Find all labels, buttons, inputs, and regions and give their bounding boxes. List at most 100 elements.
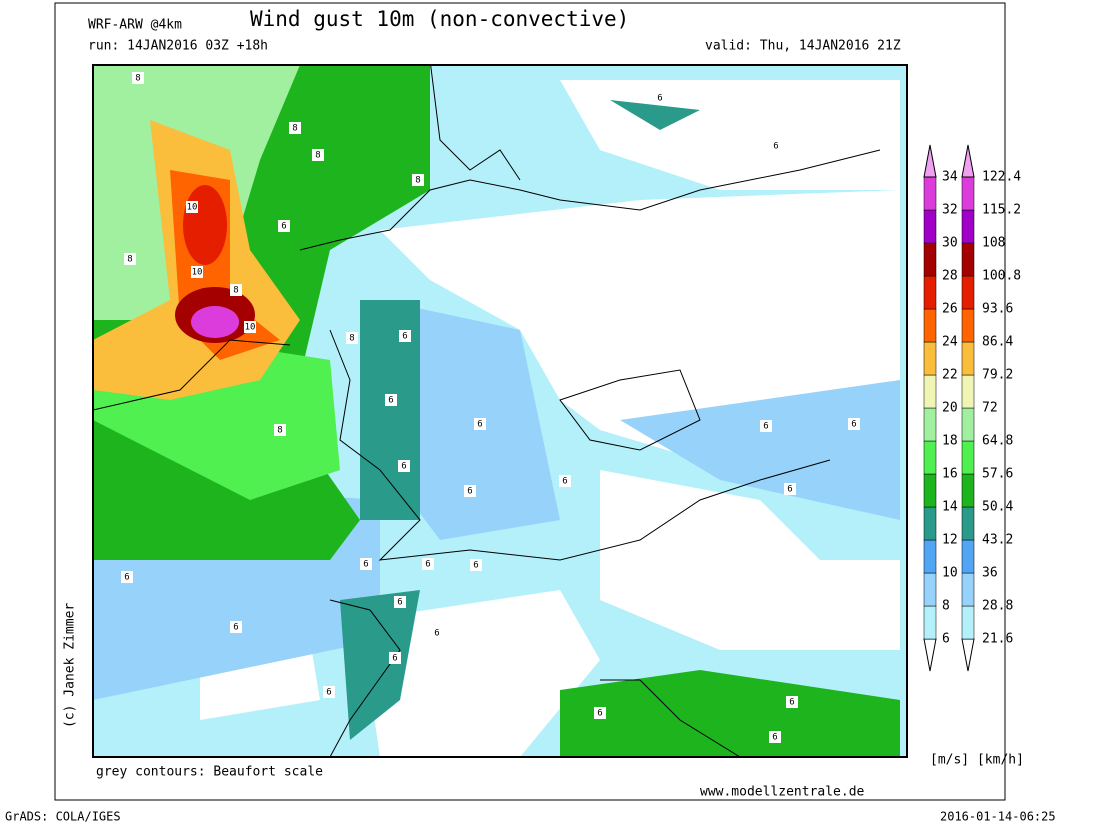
contour-label-box [389, 652, 401, 664]
contour-label-box [346, 332, 358, 344]
contour-label-box [289, 122, 301, 134]
contour-label-box [422, 558, 434, 570]
colorbar-label: 28 [942, 269, 958, 284]
contour-label: 6 [388, 396, 393, 406]
contour-label-box [186, 201, 198, 213]
website: www.modellzentrale.de [700, 785, 865, 800]
contour-label: 10 [187, 203, 198, 213]
colorbar-band [961, 572, 975, 607]
contour-label: 6 [597, 709, 602, 719]
contour-label: 6 [401, 462, 406, 472]
colorbar-label: 26 [942, 302, 958, 317]
colorbar-label: 115.2 [982, 203, 1021, 218]
contour-label: 6 [763, 422, 768, 432]
colorbar-label: 21.6 [982, 632, 1013, 647]
colorbar-label: 72 [982, 401, 998, 416]
contour-label: 6 [787, 485, 792, 495]
contour-label: 8 [233, 286, 238, 296]
contour-label: 10 [245, 323, 256, 333]
contour-label-box [394, 596, 406, 608]
colorbar-arrow [961, 638, 975, 672]
contour-label-box [230, 284, 242, 296]
contour-label-box [770, 140, 782, 152]
colorbar-band [923, 473, 937, 508]
colorbar-label: 20 [942, 401, 958, 416]
model-label: WRF-ARW @4km [88, 18, 182, 33]
contour-label-box [274, 424, 286, 436]
valid-label: valid: Thu, 14JAN2016 21Z [705, 39, 901, 54]
colorbar-label: 34 [942, 170, 958, 185]
colorbar-label: 18 [942, 434, 958, 449]
contour-label-box [470, 559, 482, 571]
colorbar-band [961, 473, 975, 508]
colorbar-label: 43.2 [982, 533, 1013, 548]
contour-label-box [654, 92, 666, 104]
contour-labels: 8 8 8 8 10 6 8 10 8 10 6 6 8 6 8 6 6 6 6 6 6 6 6 6 6 6 6 6 6 6 6 6 6 6 6 [121, 72, 860, 743]
colorbar-band [923, 440, 937, 475]
colorbar-label: 36 [982, 566, 998, 581]
colorbar-arrow [923, 144, 937, 178]
contour-label-box [385, 394, 397, 406]
colorbar-label: 108 [982, 236, 1005, 251]
contour-label-box [399, 330, 411, 342]
copyright: (c) Janek Zimmer [63, 603, 78, 728]
contour-label-box [464, 485, 476, 497]
colorbar-arrow [923, 638, 937, 672]
contour-label: 8 [277, 426, 282, 436]
colorbar-label: 16 [942, 467, 958, 482]
timestamp: 2016-01-14-06:25 [940, 810, 1056, 824]
colorbar-band [923, 506, 937, 541]
colorbar-band [923, 176, 937, 211]
colorbar-label: 57.6 [982, 467, 1013, 482]
outer-frame [54, 2, 1006, 801]
contour-label: 6 [281, 222, 286, 232]
colorbar-band [961, 176, 975, 211]
contour-label-box [230, 621, 242, 633]
contour-label-box [784, 483, 796, 495]
contour-label-box [121, 571, 133, 583]
colorbar-band [923, 275, 937, 310]
contour-label: 6 [434, 629, 439, 639]
colorbar-label: 79.2 [982, 368, 1013, 383]
colorbar-band [961, 506, 975, 541]
contour-label-box [412, 174, 424, 186]
colorbar-band [923, 539, 937, 574]
colorbar-label: 12 [942, 533, 958, 548]
colorbar-band [961, 374, 975, 409]
colorbar-label: 100.8 [982, 269, 1021, 284]
contour-label: 8 [127, 255, 132, 265]
contour-label: 6 [326, 688, 331, 698]
colorbar-band [923, 407, 937, 442]
contour-label: 6 [772, 733, 777, 743]
colorbar-band [923, 242, 937, 277]
colorbar-label: 8 [942, 599, 950, 614]
contour-label-box [278, 220, 290, 232]
contour-label: 6 [425, 560, 430, 570]
contour-label: 8 [349, 334, 354, 344]
contour-label-box [244, 321, 256, 333]
contour-label: 8 [292, 124, 297, 134]
colorbar-label: 10 [942, 566, 958, 581]
contour-label-box [132, 72, 144, 84]
colorbar-band [923, 308, 937, 343]
colorbar-band [961, 308, 975, 343]
contour-label-box [431, 627, 443, 639]
colorbar: 6 8 10 12 14 16 18 20 22 24 26 28 30 32 34 21.6 28.8 36 43… [923, 144, 1021, 672]
colorbar-band [961, 605, 975, 640]
colorbar-band [923, 209, 937, 244]
colorbar-band [961, 407, 975, 442]
contour-label: 6 [657, 94, 662, 104]
colorbar-band [961, 539, 975, 574]
contour-label: 10 [192, 268, 203, 278]
colorbar-label: 93.6 [982, 302, 1013, 317]
colorbar-label: 64.8 [982, 434, 1013, 449]
contour-label-box [760, 420, 772, 432]
colorbar-arrow [961, 144, 975, 178]
contour-label: 6 [473, 561, 478, 571]
colorbar-label: 6 [942, 632, 950, 647]
contour-label: 6 [233, 623, 238, 633]
contour-label: 6 [789, 698, 794, 708]
colorbar-band [961, 275, 975, 310]
contour-label: 6 [851, 420, 856, 430]
